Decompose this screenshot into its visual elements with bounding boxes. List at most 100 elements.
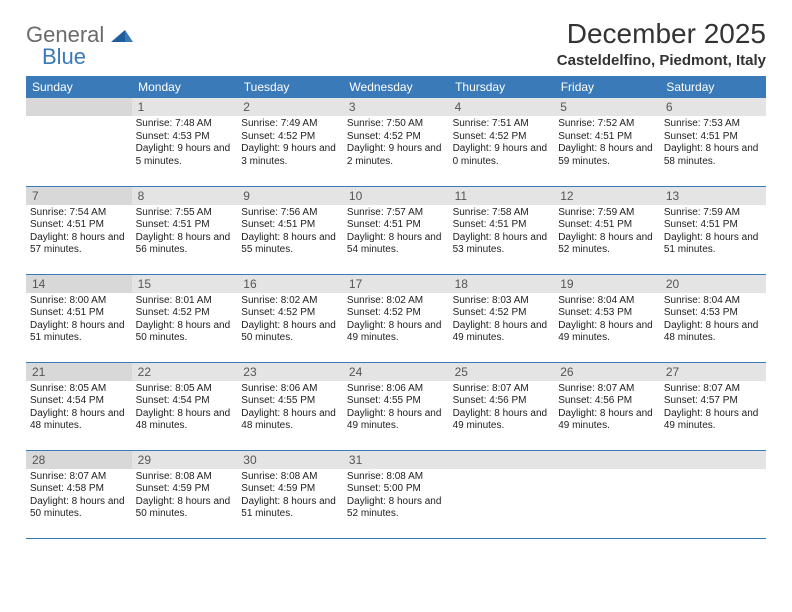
day-number: 26: [554, 363, 660, 381]
sunrise-text: Sunrise: 8:04 AM: [558, 295, 656, 308]
sunrise-text: Sunrise: 8:08 AM: [136, 471, 234, 484]
calendar-cell: 24Sunrise: 8:06 AMSunset: 4:55 PMDayligh…: [343, 362, 449, 450]
day-details: Sunrise: 8:07 AMSunset: 4:56 PMDaylight:…: [554, 381, 660, 437]
day-details: Sunrise: 8:06 AMSunset: 4:55 PMDaylight:…: [237, 381, 343, 437]
day-number: 5: [554, 98, 660, 116]
sunset-text: Sunset: 4:52 PM: [241, 131, 339, 144]
day-number: 1: [132, 98, 238, 116]
sunrise-text: Sunrise: 7:53 AM: [664, 118, 762, 131]
day-details: Sunrise: 8:04 AMSunset: 4:53 PMDaylight:…: [554, 293, 660, 349]
day-number: 8: [132, 187, 238, 205]
calendar-cell: 21Sunrise: 8:05 AMSunset: 4:54 PMDayligh…: [26, 362, 132, 450]
day-number: 28: [26, 451, 132, 469]
daylight-text: Daylight: 8 hours and 48 minutes.: [136, 408, 234, 433]
day-details: Sunrise: 8:08 AMSunset: 5:00 PMDaylight:…: [343, 469, 449, 525]
dayhdr-sat: Saturday: [660, 76, 766, 98]
day-details: Sunrise: 8:07 AMSunset: 4:58 PMDaylight:…: [26, 469, 132, 525]
sunrise-text: Sunrise: 8:08 AM: [241, 471, 339, 484]
calendar-cell: 8Sunrise: 7:55 AMSunset: 4:51 PMDaylight…: [132, 186, 238, 274]
day-details: Sunrise: 8:05 AMSunset: 4:54 PMDaylight:…: [132, 381, 238, 437]
calendar-cell: 14Sunrise: 8:00 AMSunset: 4:51 PMDayligh…: [26, 274, 132, 362]
calendar-body: 1Sunrise: 7:48 AMSunset: 4:53 PMDaylight…: [26, 98, 766, 538]
day-details: Sunrise: 8:05 AMSunset: 4:54 PMDaylight:…: [26, 381, 132, 437]
day-details: Sunrise: 8:07 AMSunset: 4:56 PMDaylight:…: [449, 381, 555, 437]
daylight-text: Daylight: 8 hours and 48 minutes.: [664, 320, 762, 345]
sunset-text: Sunset: 4:54 PM: [136, 395, 234, 408]
dayhdr-wed: Wednesday: [343, 76, 449, 98]
calendar-cell: 12Sunrise: 7:59 AMSunset: 4:51 PMDayligh…: [554, 186, 660, 274]
sunset-text: Sunset: 4:54 PM: [30, 395, 128, 408]
calendar-header-row: Sunday Monday Tuesday Wednesday Thursday…: [26, 76, 766, 98]
day-number: 16: [237, 275, 343, 293]
daylight-text: Daylight: 8 hours and 49 minutes.: [347, 320, 445, 345]
sunrise-text: Sunrise: 8:05 AM: [136, 383, 234, 396]
day-number: 21: [26, 363, 132, 381]
calendar-cell: [660, 450, 766, 538]
sunset-text: Sunset: 4:51 PM: [558, 219, 656, 232]
day-details: Sunrise: 7:58 AMSunset: 4:51 PMDaylight:…: [449, 205, 555, 261]
day-details: Sunrise: 7:50 AMSunset: 4:52 PMDaylight:…: [343, 116, 449, 172]
logo-mark-icon: [111, 26, 133, 47]
calendar-cell: 1Sunrise: 7:48 AMSunset: 4:53 PMDaylight…: [132, 98, 238, 186]
sunrise-text: Sunrise: 7:54 AM: [30, 207, 128, 220]
calendar-cell: 10Sunrise: 7:57 AMSunset: 4:51 PMDayligh…: [343, 186, 449, 274]
day-number: 9: [237, 187, 343, 205]
daylight-text: Daylight: 8 hours and 50 minutes.: [30, 496, 128, 521]
sunrise-text: Sunrise: 8:06 AM: [241, 383, 339, 396]
calendar-cell: 23Sunrise: 8:06 AMSunset: 4:55 PMDayligh…: [237, 362, 343, 450]
calendar-cell: 19Sunrise: 8:04 AMSunset: 4:53 PMDayligh…: [554, 274, 660, 362]
day-details: Sunrise: 8:08 AMSunset: 4:59 PMDaylight:…: [237, 469, 343, 525]
daylight-text: Daylight: 8 hours and 49 minutes.: [558, 320, 656, 345]
calendar-cell: 17Sunrise: 8:02 AMSunset: 4:52 PMDayligh…: [343, 274, 449, 362]
sunrise-text: Sunrise: 8:06 AM: [347, 383, 445, 396]
daylight-text: Daylight: 8 hours and 49 minutes.: [453, 320, 551, 345]
day-details: Sunrise: 7:55 AMSunset: 4:51 PMDaylight:…: [132, 205, 238, 261]
logo-word2: Blue: [42, 44, 133, 70]
logo: General Blue: [26, 22, 133, 70]
sunrise-text: Sunrise: 7:59 AM: [558, 207, 656, 220]
sunset-text: Sunset: 4:51 PM: [664, 131, 762, 144]
daylight-text: Daylight: 9 hours and 3 minutes.: [241, 143, 339, 168]
daylight-text: Daylight: 9 hours and 0 minutes.: [453, 143, 551, 168]
calendar-row: 28Sunrise: 8:07 AMSunset: 4:58 PMDayligh…: [26, 450, 766, 538]
calendar-cell: 25Sunrise: 8:07 AMSunset: 4:56 PMDayligh…: [449, 362, 555, 450]
day-number: 27: [660, 363, 766, 381]
day-number: 2: [237, 98, 343, 116]
day-details: Sunrise: 8:02 AMSunset: 4:52 PMDaylight:…: [237, 293, 343, 349]
dayhdr-thu: Thursday: [449, 76, 555, 98]
calendar-cell: 13Sunrise: 7:59 AMSunset: 4:51 PMDayligh…: [660, 186, 766, 274]
calendar-cell: 7Sunrise: 7:54 AMSunset: 4:51 PMDaylight…: [26, 186, 132, 274]
day-details: Sunrise: 8:02 AMSunset: 4:52 PMDaylight:…: [343, 293, 449, 349]
day-number: [449, 451, 555, 469]
daylight-text: Daylight: 8 hours and 48 minutes.: [30, 408, 128, 433]
day-number: 23: [237, 363, 343, 381]
sunset-text: Sunset: 4:55 PM: [241, 395, 339, 408]
day-number: 31: [343, 451, 449, 469]
day-number: 3: [343, 98, 449, 116]
day-details: Sunrise: 7:57 AMSunset: 4:51 PMDaylight:…: [343, 205, 449, 261]
day-details: Sunrise: 7:51 AMSunset: 4:52 PMDaylight:…: [449, 116, 555, 172]
day-number: 4: [449, 98, 555, 116]
day-number: 15: [132, 275, 238, 293]
calendar-cell: 16Sunrise: 8:02 AMSunset: 4:52 PMDayligh…: [237, 274, 343, 362]
day-details: Sunrise: 8:01 AMSunset: 4:52 PMDaylight:…: [132, 293, 238, 349]
calendar-cell: [26, 98, 132, 186]
logo-text-block: General Blue: [26, 22, 133, 70]
day-details: Sunrise: 8:04 AMSunset: 4:53 PMDaylight:…: [660, 293, 766, 349]
calendar-cell: 22Sunrise: 8:05 AMSunset: 4:54 PMDayligh…: [132, 362, 238, 450]
calendar-row: 7Sunrise: 7:54 AMSunset: 4:51 PMDaylight…: [26, 186, 766, 274]
day-number: 29: [132, 451, 238, 469]
calendar-cell: 3Sunrise: 7:50 AMSunset: 4:52 PMDaylight…: [343, 98, 449, 186]
calendar-cell: 31Sunrise: 8:08 AMSunset: 5:00 PMDayligh…: [343, 450, 449, 538]
calendar-cell: 4Sunrise: 7:51 AMSunset: 4:52 PMDaylight…: [449, 98, 555, 186]
dayhdr-sun: Sunday: [26, 76, 132, 98]
daylight-text: Daylight: 8 hours and 51 minutes.: [30, 320, 128, 345]
day-details: Sunrise: 7:48 AMSunset: 4:53 PMDaylight:…: [132, 116, 238, 172]
sunset-text: Sunset: 4:59 PM: [241, 483, 339, 496]
sunset-text: Sunset: 4:57 PM: [664, 395, 762, 408]
day-details: Sunrise: 7:59 AMSunset: 4:51 PMDaylight:…: [554, 205, 660, 261]
sunrise-text: Sunrise: 7:52 AM: [558, 118, 656, 131]
daylight-text: Daylight: 8 hours and 49 minutes.: [347, 408, 445, 433]
calendar-cell: 15Sunrise: 8:01 AMSunset: 4:52 PMDayligh…: [132, 274, 238, 362]
calendar-cell: [554, 450, 660, 538]
